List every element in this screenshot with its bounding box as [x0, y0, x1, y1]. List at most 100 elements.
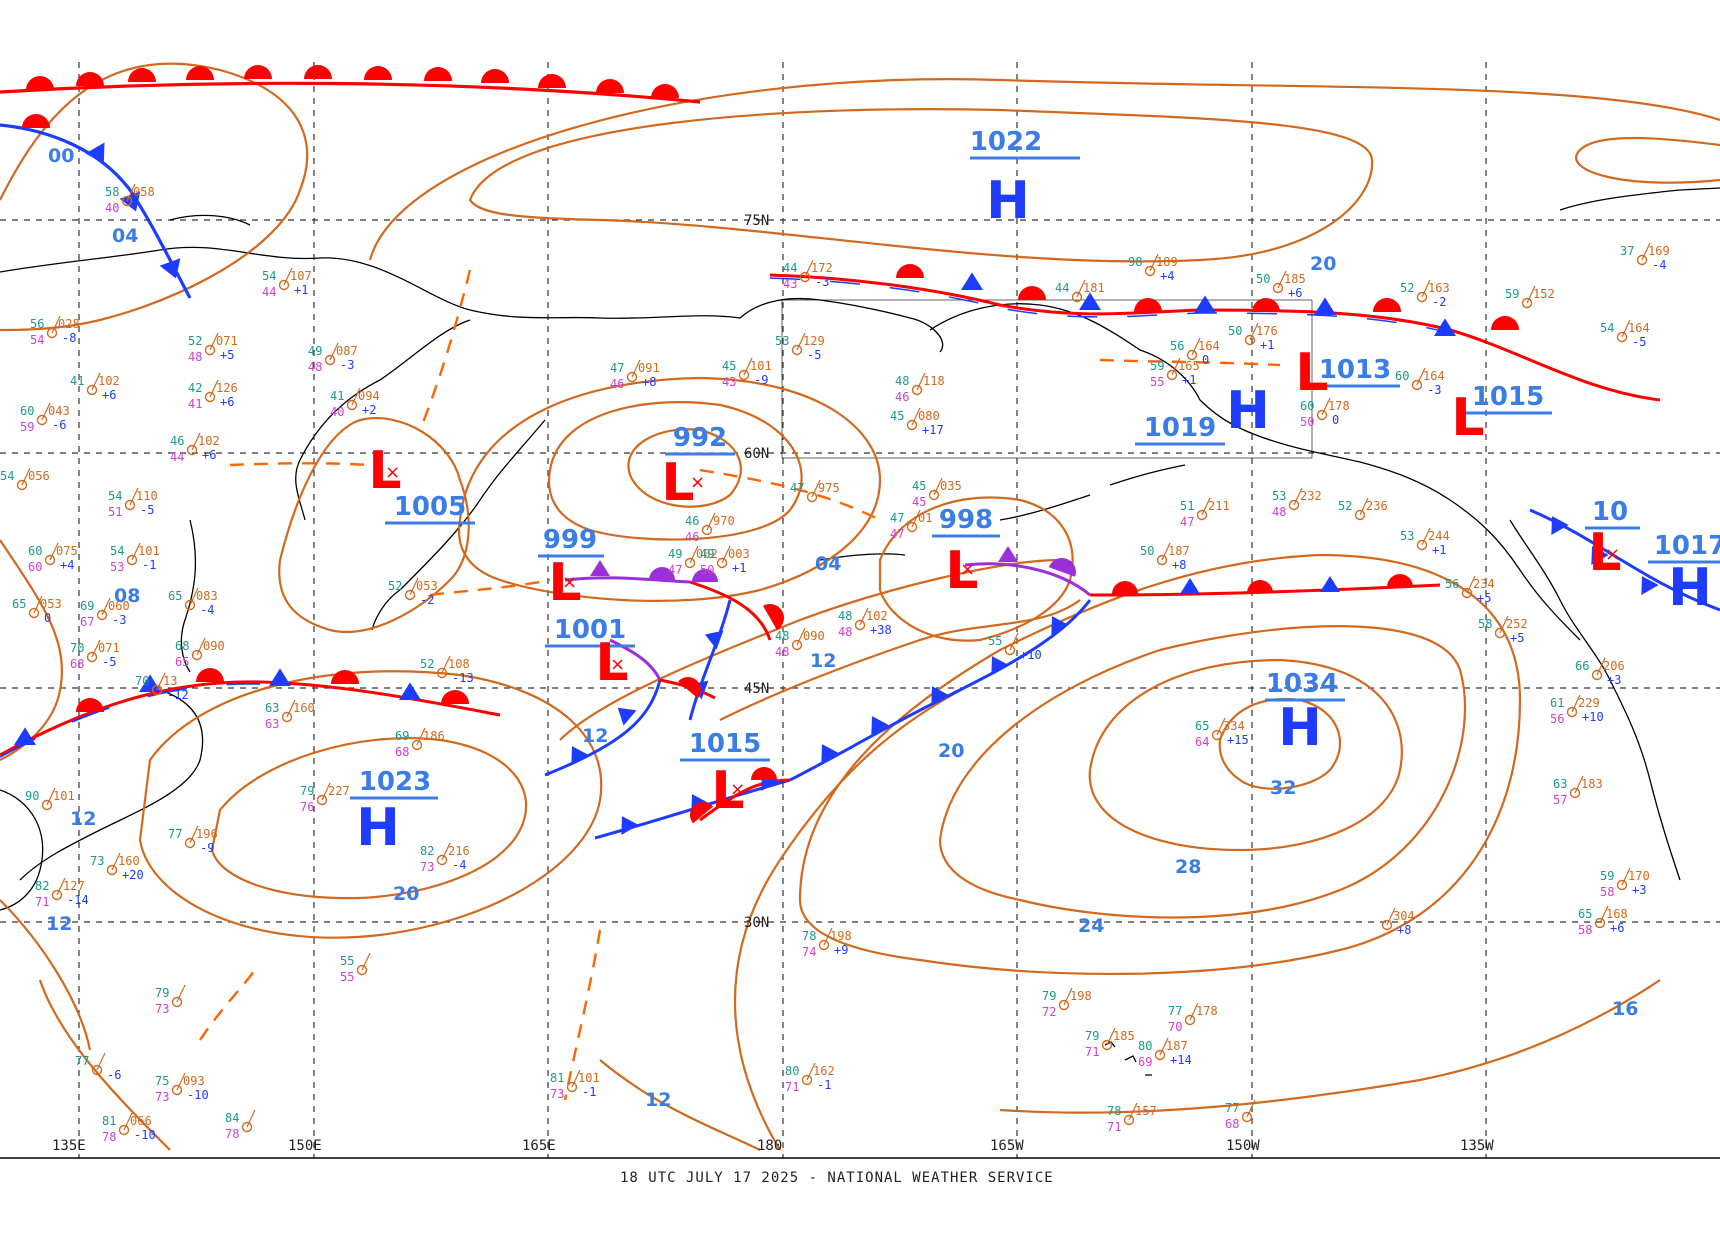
station-pressure: 232	[1300, 489, 1322, 503]
station-plot: 49 003 50 +1	[700, 545, 750, 577]
station-temperature: 70	[135, 674, 149, 688]
station-tendency: -5	[102, 655, 116, 669]
high-1034-symbol: H	[1278, 698, 1322, 758]
wind-barb	[111, 852, 121, 871]
wind-barb	[1359, 497, 1369, 516]
station-tendency: +6	[102, 388, 116, 402]
wind-barb	[1171, 357, 1181, 376]
station-dewpoint: 48	[308, 360, 322, 374]
station-plot: 59 170 58 +3	[1600, 867, 1650, 899]
wind-barb	[1009, 632, 1019, 651]
station-dewpoint: 60	[28, 560, 42, 574]
wind-barb	[933, 477, 943, 496]
wind-barb	[91, 639, 101, 658]
low-1005: 1005 L ×	[368, 441, 475, 525]
station-dewpoint: 68	[395, 745, 409, 759]
wind-barb	[1063, 987, 1073, 1006]
wind-barb	[1128, 1102, 1138, 1121]
station-temperature: 54	[262, 269, 276, 283]
station-tendency: +10	[1020, 648, 1042, 662]
station-tendency: -1	[142, 558, 156, 572]
station-circle	[184, 837, 196, 849]
front-symbols	[14, 65, 1659, 835]
station-dewpoint: 47	[890, 527, 904, 541]
station-temperature: 77	[168, 827, 182, 841]
fronts	[0, 65, 1720, 1101]
station-plot: 59 152	[1505, 285, 1555, 309]
station-tendency: -6	[52, 418, 66, 432]
cold-front-triangle	[998, 546, 1018, 562]
station-dewpoint: 68	[70, 657, 84, 671]
graticule-labels: 135E 150E 165E 180 165W 150W 135W 75N 60…	[52, 213, 1494, 1154]
cold-front-triangle	[571, 746, 589, 765]
station-temperature: 65	[1195, 719, 1209, 733]
warm-front-semicircle	[1373, 298, 1401, 312]
station-dewpoint: 47	[668, 563, 682, 577]
station-tendency: +20	[122, 868, 144, 882]
station-pressure: 187	[1168, 544, 1190, 558]
station-pressure: 244	[1428, 529, 1450, 543]
station-pressure: 157	[1135, 1104, 1157, 1118]
wind-barb	[571, 1069, 581, 1088]
warm-front-semicircle	[186, 66, 214, 80]
station-temperature: 52	[1338, 499, 1352, 513]
station-temperature: 78	[1107, 1104, 1121, 1118]
station-pressure: 056	[28, 469, 50, 483]
station-pressure: 101	[750, 359, 772, 373]
trough-6	[563, 929, 602, 1101]
cold-front-triangle	[1320, 576, 1340, 592]
station-tendency: -4	[1652, 258, 1666, 272]
station-plot: 98 189+4	[1128, 253, 1178, 283]
station-plot: 45 101 43 -9	[722, 357, 772, 389]
station-circle	[191, 649, 203, 661]
station-circle	[1616, 331, 1628, 343]
station-tendency: +14	[1170, 1053, 1192, 1067]
wind-barb	[51, 315, 61, 334]
station-plot: 58 058 40	[105, 183, 155, 215]
station-plot: 77 196-9	[168, 825, 218, 855]
station-plot: 80 162 71 -1	[785, 1062, 835, 1094]
station-plot: 53 244+1	[1400, 527, 1450, 557]
station-circle	[1636, 254, 1648, 266]
station-tendency: +1	[1260, 338, 1274, 352]
wind-barb	[1149, 253, 1159, 272]
station-pressure: 091	[638, 361, 660, 375]
wind-barb	[1246, 1099, 1256, 1118]
station-dewpoint: 69	[1138, 1055, 1152, 1069]
coast-alaska	[929, 303, 1581, 641]
station-temperature: 69	[395, 729, 409, 743]
station-plot: 41 094 40 +2	[330, 387, 380, 419]
wind-barb	[916, 372, 926, 391]
station-circle	[738, 369, 750, 381]
lon-label: 165E	[522, 1138, 556, 1154]
station-dewpoint: 71	[1107, 1120, 1121, 1134]
station-plot: 60 075 60 +4	[28, 542, 78, 574]
low-992-center-x: ×	[690, 472, 705, 493]
station-circle	[346, 399, 358, 411]
station-temperature: 82	[35, 879, 49, 893]
station-tendency: -2	[420, 593, 434, 607]
station-circle	[791, 344, 803, 356]
station-temperature: 53	[1400, 529, 1414, 543]
station-tendency: -8	[62, 331, 76, 345]
low-1015-east-symbol: L	[1451, 388, 1484, 448]
station-dewpoint: 51	[108, 505, 122, 519]
station-plot: 80 187 69 +14	[1138, 1037, 1192, 1069]
station-temperature: 45	[890, 409, 904, 423]
station-pressure: 198	[1070, 989, 1092, 1003]
station-plot: 81 101 73 -1	[550, 1069, 600, 1101]
station-circle	[1316, 409, 1328, 421]
chart-caption: 18 UTC JULY 17 2025 - NATIONAL WEATHER S…	[620, 1170, 1054, 1186]
wind-barb	[1189, 1002, 1199, 1021]
station-tendency: -10	[134, 1128, 156, 1142]
station-tendency: -9	[754, 373, 768, 387]
low-1015-center-x: ×	[730, 779, 745, 800]
warm-front-semicircle	[649, 567, 675, 580]
station-pressure: 101	[53, 789, 75, 803]
station-dewpoint: 50	[1300, 415, 1314, 429]
station-pressure: 102	[98, 374, 120, 388]
low-999-symbol: L	[548, 553, 581, 613]
warm-front-semicircle	[1112, 581, 1138, 594]
station-plot: 44 172 43 -3	[783, 259, 833, 291]
